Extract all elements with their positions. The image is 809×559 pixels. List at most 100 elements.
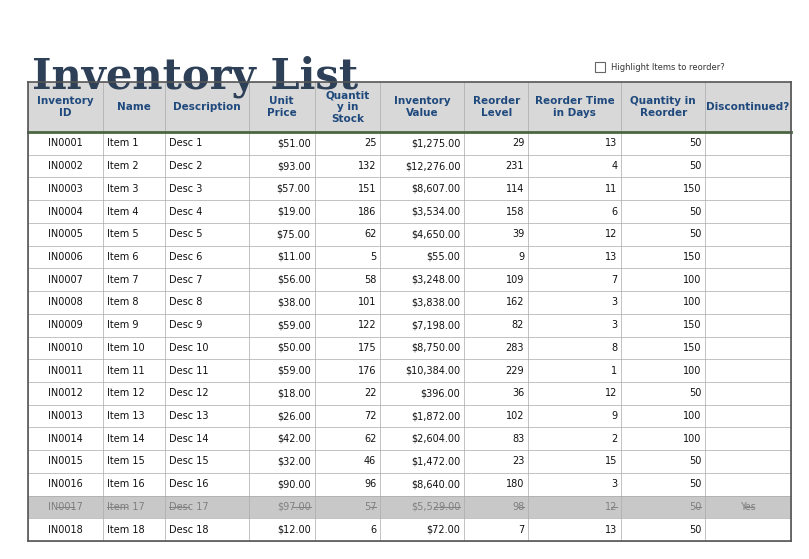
Text: 11: 11 [605, 184, 617, 194]
Text: $1,275.00: $1,275.00 [411, 139, 460, 148]
Text: 6: 6 [371, 525, 376, 534]
Text: 114: 114 [506, 184, 524, 194]
Text: Item 8: Item 8 [107, 297, 138, 307]
Text: 82: 82 [512, 320, 524, 330]
Text: 100: 100 [683, 274, 701, 285]
Text: $3,534.00: $3,534.00 [411, 206, 460, 216]
Text: IN0002: IN0002 [48, 161, 83, 171]
Text: IN0011: IN0011 [48, 366, 83, 376]
Text: Item 6: Item 6 [107, 252, 138, 262]
Text: 4: 4 [611, 161, 617, 171]
Text: 150: 150 [683, 184, 701, 194]
Text: Item 15: Item 15 [107, 457, 145, 466]
Text: 12: 12 [605, 389, 617, 399]
Text: Yes: Yes [740, 502, 756, 512]
Text: Discontinued?: Discontinued? [706, 102, 790, 112]
Text: 13: 13 [605, 525, 617, 534]
Text: Reorder
Level: Reorder Level [472, 96, 520, 118]
Text: 72: 72 [364, 411, 376, 421]
Text: 100: 100 [683, 297, 701, 307]
Text: IN0010: IN0010 [48, 343, 83, 353]
Text: Item 7: Item 7 [107, 274, 138, 285]
Text: IN0016: IN0016 [48, 479, 83, 489]
Text: 98: 98 [512, 502, 524, 512]
Text: 150: 150 [683, 320, 701, 330]
Text: $3,248.00: $3,248.00 [411, 274, 460, 285]
Text: IN0001: IN0001 [48, 139, 83, 148]
Text: $10,384.00: $10,384.00 [405, 366, 460, 376]
Text: 29: 29 [512, 139, 524, 148]
Text: 100: 100 [683, 366, 701, 376]
Bar [28, 177, 791, 200]
Text: Item 3: Item 3 [107, 184, 138, 194]
Text: 12: 12 [605, 229, 617, 239]
Bar [28, 473, 791, 496]
Text: $1,472.00: $1,472.00 [411, 457, 460, 466]
Text: 162: 162 [506, 297, 524, 307]
Text: $59.00: $59.00 [277, 320, 311, 330]
Text: 8: 8 [611, 343, 617, 353]
Bar [28, 223, 791, 245]
Text: 101: 101 [358, 297, 376, 307]
Bar [28, 155, 791, 177]
Text: 50: 50 [688, 229, 701, 239]
Text: IN0009: IN0009 [48, 320, 83, 330]
Text: Desc 5: Desc 5 [169, 229, 202, 239]
Text: 3: 3 [611, 297, 617, 307]
Bar [28, 291, 791, 314]
Text: 9: 9 [518, 252, 524, 262]
Text: 23: 23 [512, 457, 524, 466]
Text: $56.00: $56.00 [277, 274, 311, 285]
Text: Desc 9: Desc 9 [169, 320, 202, 330]
Text: IN0014: IN0014 [48, 434, 83, 444]
Text: 229: 229 [506, 366, 524, 376]
Text: Desc 8: Desc 8 [169, 297, 202, 307]
Text: 50: 50 [688, 139, 701, 148]
Text: $396.00: $396.00 [421, 389, 460, 399]
Text: 96: 96 [364, 479, 376, 489]
Text: 175: 175 [358, 343, 376, 353]
Text: Desc 11: Desc 11 [169, 366, 209, 376]
Text: Item 12: Item 12 [107, 389, 145, 399]
Text: 3: 3 [611, 320, 617, 330]
Text: IN0003: IN0003 [48, 184, 83, 194]
Text: Inventory
ID: Inventory ID [37, 96, 94, 118]
Text: 50: 50 [688, 161, 701, 171]
Text: 100: 100 [683, 434, 701, 444]
Text: 25: 25 [364, 139, 376, 148]
Bar [28, 518, 791, 541]
Text: $5,529.00: $5,529.00 [411, 502, 460, 512]
Text: Item 2: Item 2 [107, 161, 138, 171]
Text: IN0015: IN0015 [48, 457, 83, 466]
Text: Desc 15: Desc 15 [169, 457, 209, 466]
Text: Desc 3: Desc 3 [169, 184, 202, 194]
Text: Desc 16: Desc 16 [169, 479, 209, 489]
Text: $8,750.00: $8,750.00 [411, 343, 460, 353]
Text: 39: 39 [512, 229, 524, 239]
Text: 150: 150 [683, 252, 701, 262]
Text: Item 4: Item 4 [107, 206, 138, 216]
Text: 3: 3 [611, 479, 617, 489]
Text: 62: 62 [364, 229, 376, 239]
Text: $90.00: $90.00 [277, 479, 311, 489]
Bar [28, 405, 791, 428]
Text: IN0006: IN0006 [48, 252, 83, 262]
Bar [28, 268, 791, 291]
Text: Desc 1: Desc 1 [169, 139, 202, 148]
Text: Item 14: Item 14 [107, 434, 145, 444]
Text: $2,604.00: $2,604.00 [411, 434, 460, 444]
Bar [28, 337, 791, 359]
Text: 102: 102 [506, 411, 524, 421]
Bar [28, 428, 791, 450]
Bar [28, 132, 791, 155]
Text: 1: 1 [611, 366, 617, 376]
Text: 5: 5 [370, 252, 376, 262]
Text: Item 13: Item 13 [107, 411, 145, 421]
Text: $97.00: $97.00 [277, 502, 311, 512]
Text: IN0007: IN0007 [48, 274, 83, 285]
Text: 150: 150 [683, 343, 701, 353]
Text: $59.00: $59.00 [277, 366, 311, 376]
Text: IN0005: IN0005 [48, 229, 83, 239]
Text: $7,198.00: $7,198.00 [411, 320, 460, 330]
Text: Inventory List: Inventory List [32, 55, 358, 97]
